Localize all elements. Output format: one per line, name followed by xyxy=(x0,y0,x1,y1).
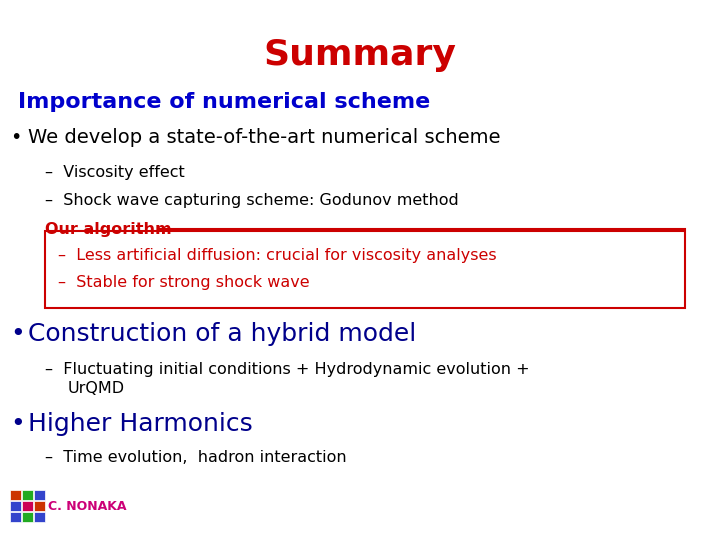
Bar xyxy=(22,512,33,522)
Bar xyxy=(10,512,21,522)
Text: –  Shock wave capturing scheme: Godunov method: – Shock wave capturing scheme: Godunov m… xyxy=(45,193,459,208)
Text: •: • xyxy=(10,412,24,436)
Bar xyxy=(45,231,685,308)
Bar xyxy=(10,490,21,500)
Bar xyxy=(22,490,33,500)
Bar xyxy=(22,501,33,511)
Text: Summary: Summary xyxy=(264,38,456,72)
Text: •: • xyxy=(10,322,24,346)
Text: –  Time evolution,  hadron interaction: – Time evolution, hadron interaction xyxy=(45,450,346,465)
Text: –  Viscosity effect: – Viscosity effect xyxy=(45,165,185,180)
Bar xyxy=(34,490,45,500)
Text: UrQMD: UrQMD xyxy=(68,381,125,396)
Text: Importance of numerical scheme: Importance of numerical scheme xyxy=(18,92,431,112)
Text: Construction of a hybrid model: Construction of a hybrid model xyxy=(28,322,416,346)
Bar xyxy=(34,512,45,522)
Bar xyxy=(34,501,45,511)
Text: Our algorithm: Our algorithm xyxy=(45,222,171,237)
Text: Higher Harmonics: Higher Harmonics xyxy=(28,412,253,436)
Bar xyxy=(10,501,21,511)
Text: C. NONAKA: C. NONAKA xyxy=(48,500,127,513)
Text: •: • xyxy=(10,128,22,147)
Text: –  Fluctuating initial conditions + Hydrodynamic evolution +: – Fluctuating initial conditions + Hydro… xyxy=(45,362,530,377)
Text: –  Less artificial diffusion: crucial for viscosity analyses: – Less artificial diffusion: crucial for… xyxy=(58,248,497,263)
Text: We develop a state-of-the-art numerical scheme: We develop a state-of-the-art numerical … xyxy=(28,128,500,147)
Text: –  Stable for strong shock wave: – Stable for strong shock wave xyxy=(58,275,310,290)
